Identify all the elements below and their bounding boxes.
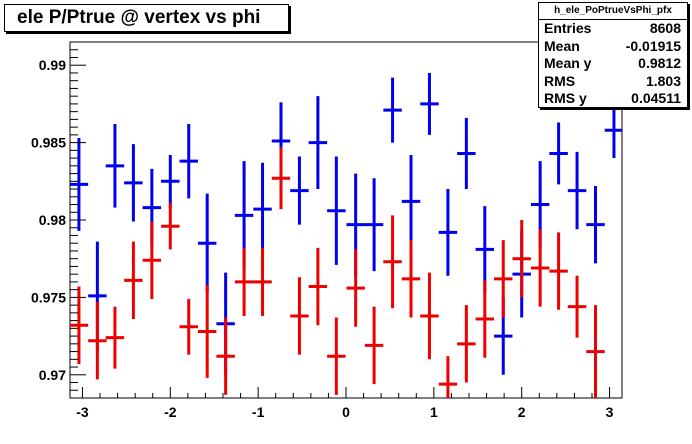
data-point	[308, 96, 328, 190]
stats-label: RMS	[544, 72, 576, 89]
data-point	[142, 221, 162, 299]
data-point	[364, 178, 384, 272]
stats-histogram-name: h_ele_PoPtrueVsPhi_pfx	[539, 3, 687, 20]
stats-value: 0.04511	[631, 90, 681, 106]
y-tick-label: 0.975	[31, 289, 66, 305]
data-point	[234, 247, 254, 316]
stats-label: RMS y	[544, 90, 587, 106]
plot-frame	[69, 41, 623, 399]
data-point	[567, 151, 587, 230]
stats-value: 8608	[649, 20, 681, 36]
data-point	[457, 305, 476, 383]
data-point	[327, 317, 346, 395]
x-tick-label: 2	[518, 404, 526, 420]
stats-row-mean-y: Mean y 0.9812	[539, 55, 687, 73]
x-tick-label: -3	[76, 404, 89, 420]
data-point	[124, 241, 143, 320]
data-point	[604, 102, 622, 159]
data-point	[161, 154, 180, 208]
data-point	[420, 272, 439, 360]
data-point	[161, 202, 180, 250]
data-point	[308, 247, 328, 326]
data-point	[105, 306, 125, 369]
data-point	[271, 147, 291, 210]
x-tick-label: -1	[252, 404, 265, 420]
data-point	[364, 306, 384, 385]
stats-value: 1.803	[645, 72, 681, 89]
data-point	[567, 275, 587, 338]
y-tick-label: 0.97	[39, 367, 66, 383]
data-point	[179, 124, 198, 199]
data-point	[530, 229, 550, 307]
stats-value: 0.9812	[638, 55, 681, 71]
data-point	[420, 72, 439, 135]
y-tick-label: 0.985	[31, 135, 66, 151]
data-point	[290, 277, 309, 355]
data-point	[383, 77, 402, 143]
stats-row-mean: Mean -0.01915	[539, 38, 687, 56]
data-point	[70, 286, 89, 364]
data-point	[70, 137, 89, 231]
stats-label: Entries	[544, 20, 592, 36]
data-point	[457, 117, 476, 190]
data-point	[197, 285, 217, 378]
data-point	[549, 232, 568, 310]
stats-row-entries: Entries 8608	[539, 20, 687, 38]
x-tick-label: 3	[606, 404, 614, 420]
data-point	[216, 317, 235, 395]
data-marks	[70, 72, 622, 398]
data-point	[346, 249, 365, 327]
data-point	[105, 124, 125, 208]
x-tick-label: -2	[164, 404, 177, 420]
x-tick-label: 0	[342, 404, 350, 420]
data-point	[438, 189, 458, 276]
chart-title: ele P/Ptrue @ vertex vs phi	[4, 4, 289, 32]
data-point	[475, 206, 495, 293]
data-point	[494, 240, 513, 318]
data-point	[383, 215, 402, 309]
stats-value: -0.01915	[625, 37, 681, 54]
stats-label: Mean y	[544, 55, 592, 71]
data-point	[327, 156, 346, 265]
data-point	[197, 193, 217, 293]
data-point	[586, 305, 605, 398]
stats-row-rms: RMS 1.803	[539, 73, 687, 91]
data-point	[401, 240, 421, 318]
data-point	[586, 185, 605, 264]
y-tick-label: 0.98	[39, 212, 66, 228]
data-point	[475, 280, 495, 358]
data-point	[401, 154, 421, 248]
data-point	[88, 302, 107, 380]
stats-label: Mean	[544, 37, 580, 54]
stats-row-rms-y: RMS y 0.04511	[539, 90, 687, 108]
stats-box: h_ele_PoPtrueVsPhi_pfx Entries 8608 Mean…	[538, 2, 688, 108]
data-point	[512, 220, 531, 298]
data-point	[253, 162, 272, 256]
axes: -3 -2 -1 0 1 2 3 0.97 0.975 0.98 0.985 0.99	[31, 41, 614, 420]
x-tick-label: 1	[430, 404, 438, 420]
data-point	[179, 298, 198, 355]
data-point	[253, 247, 272, 316]
data-point	[124, 144, 143, 222]
data-point	[549, 122, 568, 185]
data-point	[290, 156, 309, 225]
y-tick-label: 0.99	[39, 57, 66, 73]
data-point	[438, 356, 458, 398]
